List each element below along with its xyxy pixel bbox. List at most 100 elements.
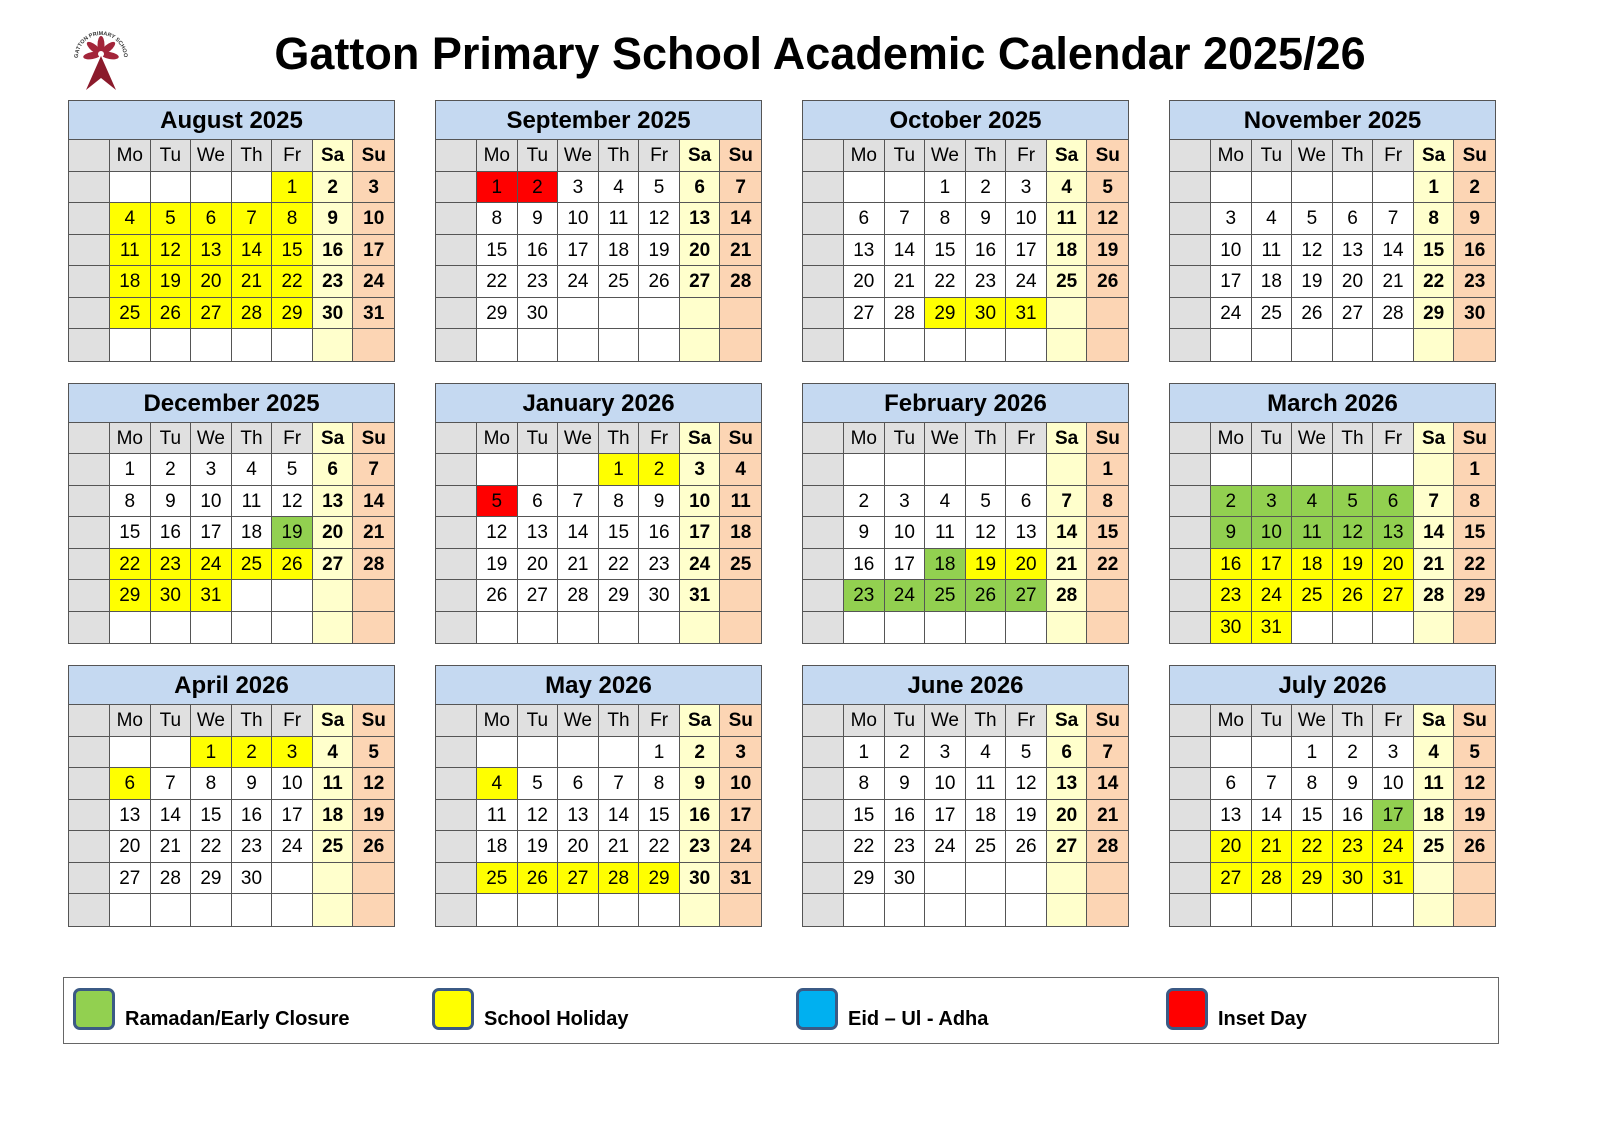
day-cell: 9	[1332, 768, 1374, 800]
day-cell: 18	[1292, 548, 1333, 580]
empty-cell	[1333, 894, 1374, 926]
day-cell: 13	[1373, 517, 1414, 549]
day-cell: 15	[1087, 517, 1128, 549]
weekday-header: Tu	[150, 140, 192, 172]
day-cell: 13	[1211, 799, 1252, 831]
day-cell: 15	[110, 517, 151, 549]
weekday-header: Tu	[884, 140, 926, 172]
day-cell: 21	[558, 548, 599, 580]
day-cell: 27	[1046, 831, 1088, 863]
day-cell: 14	[884, 234, 926, 266]
day-cell: 31	[679, 580, 721, 612]
empty-cell	[965, 454, 1007, 486]
day-cell: 30	[965, 297, 1007, 329]
week-number-cell	[1170, 580, 1211, 612]
weekday-header: Mo	[844, 705, 885, 737]
month-title: July 2026	[1170, 666, 1495, 705]
weekday-header: Su	[1454, 705, 1495, 737]
day-cell: 6	[312, 454, 354, 486]
day-cell: 22	[272, 266, 313, 298]
day-cell: 19	[965, 548, 1007, 580]
day-cell: 25	[1251, 297, 1293, 329]
weekday-header: Fr	[639, 140, 680, 172]
empty-cell	[966, 894, 1007, 926]
day-cell: 21	[720, 234, 761, 266]
day-cell: 12	[477, 517, 518, 549]
day-cell: 7	[558, 485, 599, 517]
empty-cell	[1046, 611, 1088, 643]
week-number-cell	[436, 580, 477, 612]
day-cell: 10	[191, 485, 232, 517]
day-cell: 26	[1292, 297, 1333, 329]
day-cell: 1	[925, 171, 966, 203]
weekday-header: We	[191, 705, 232, 737]
day-cell: 1	[1292, 736, 1333, 768]
weekday-header: Fr	[1006, 705, 1047, 737]
day-cell: 12	[150, 234, 192, 266]
day-cell: 17	[1373, 799, 1414, 831]
empty-cell	[1332, 454, 1374, 486]
day-cell: 4	[1413, 736, 1455, 768]
day-cell: 21	[1373, 266, 1414, 298]
day-cell: 5	[150, 203, 192, 235]
day-cell: 13	[1332, 234, 1374, 266]
day-cell: 21	[598, 831, 640, 863]
day-cell: 24	[558, 266, 599, 298]
empty-cell	[639, 611, 680, 643]
week-number-cell	[1170, 203, 1211, 235]
week-number-cell	[1170, 831, 1211, 863]
empty-cell	[925, 862, 966, 894]
empty-cell	[844, 894, 885, 926]
day-cell: 9	[150, 485, 192, 517]
week-number-cell	[803, 517, 844, 549]
day-cell: 3	[272, 736, 313, 768]
empty-cell	[639, 329, 680, 361]
day-cell: 13	[558, 799, 599, 831]
weekday-header: Th	[231, 705, 273, 737]
day-cell: 7	[1413, 485, 1455, 517]
empty-cell	[1046, 297, 1088, 329]
day-cell: 17	[679, 517, 721, 549]
month-grid: Mo Tu We Th Fr Sa Su 1 2 3 4 5 6 7 8 9 10 11 12 13 14 15 16 17 1…	[69, 140, 394, 361]
day-cell: 18	[477, 831, 518, 863]
week-number-cell	[436, 171, 477, 203]
weekday-header: Su	[720, 705, 761, 737]
week-number-cell	[69, 580, 110, 612]
day-cell: 25	[1413, 831, 1455, 863]
day-cell: 21	[353, 517, 394, 549]
day-cell: 31	[1373, 862, 1414, 894]
day-cell: 28	[1046, 580, 1088, 612]
day-cell: 6	[1006, 485, 1047, 517]
day-cell: 28	[1413, 580, 1455, 612]
day-cell: 27	[1006, 580, 1047, 612]
day-cell: 21	[231, 266, 273, 298]
day-cell: 26	[1087, 266, 1128, 298]
month-calendar: December 2025 Mo Tu We Th Fr Sa Su 1 2 3 4 5 6 7 8 9 10 11…	[68, 382, 395, 644]
day-cell: 21	[884, 266, 926, 298]
empty-cell	[1087, 297, 1128, 329]
day-cell: 2	[884, 736, 926, 768]
empty-cell	[1373, 454, 1414, 486]
empty-cell	[1087, 580, 1128, 612]
empty-cell	[231, 171, 273, 203]
day-cell: 5	[1087, 171, 1128, 203]
day-cell: 29	[1413, 297, 1455, 329]
day-cell: 26	[150, 297, 192, 329]
month-calendar: March 2026 Mo Tu We Th Fr Sa Su 1 2 3 4 5 6 7 8 9 10 11 12 1…	[1169, 382, 1496, 644]
day-cell: 10	[679, 485, 721, 517]
day-cell: 11	[1251, 234, 1293, 266]
day-cell: 23	[679, 831, 721, 863]
day-cell: 2	[639, 454, 680, 486]
week-number-cell	[436, 297, 477, 329]
empty-cell	[1046, 329, 1088, 361]
day-cell: 13	[517, 517, 559, 549]
empty-cell	[1333, 329, 1374, 361]
day-cell: 4	[1251, 203, 1293, 235]
day-cell: 21	[1046, 548, 1088, 580]
day-cell: 5	[965, 485, 1007, 517]
day-cell: 5	[1454, 736, 1495, 768]
month-calendar: October 2025 Mo Tu We Th Fr Sa Su 1 2 3 4 5 6 7 8 9 10 11 1…	[802, 100, 1129, 362]
week-number-cell	[1170, 736, 1211, 768]
day-cell: 16	[312, 234, 354, 266]
empty-cell	[151, 894, 192, 926]
